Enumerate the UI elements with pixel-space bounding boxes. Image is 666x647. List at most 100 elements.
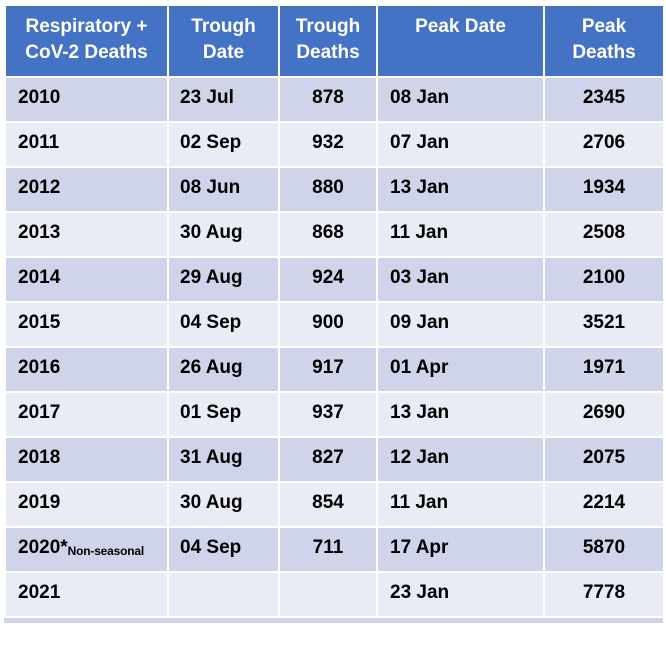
year-cell: 2012 <box>4 166 169 213</box>
year-cell: 2015 <box>4 301 169 348</box>
table-row: 2010 23 Jul 878 08 Jan 2345 <box>4 76 665 123</box>
table-row: 2013 30 Aug 868 11 Jan 2508 <box>4 211 665 258</box>
peak-date-cell: 03 Jan <box>376 256 545 303</box>
peak-date-cell: 11 Jan <box>376 211 545 258</box>
trough-date-cell <box>167 571 280 618</box>
trough-deaths-cell: 917 <box>278 346 378 393</box>
year-value: 2021 <box>18 582 61 603</box>
header-line: Respiratory + <box>25 16 148 37</box>
peak-deaths-cell: 2508 <box>543 211 665 258</box>
trough-date-cell: 23 Jul <box>167 76 280 123</box>
year-cell: 2020*Non-seasonal <box>4 526 169 573</box>
header-line: Date <box>202 42 245 63</box>
peak-date-cell: 07 Jan <box>376 121 545 168</box>
year-value: 2011 <box>18 132 60 153</box>
trough-date-cell: 31 Aug <box>167 436 280 483</box>
table-row: 2018 31 Aug 827 12 Jan 2075 <box>4 436 665 483</box>
peak-deaths-cell: 1934 <box>543 166 665 213</box>
trough-date-cell: 01 Sep <box>167 391 280 438</box>
trough-date-cell: 08 Jun <box>167 166 280 213</box>
header-line: CoV-2 Deaths <box>25 42 148 63</box>
table-row: 2017 01 Sep 937 13 Jan 2690 <box>4 391 665 438</box>
peak-date-cell: 17 Apr <box>376 526 545 573</box>
peak-date-cell: 13 Jan <box>376 391 545 438</box>
trough-date-cell: 30 Aug <box>167 481 280 528</box>
year-value: 2010 <box>18 87 61 108</box>
year-note: Non-seasonal <box>67 544 144 558</box>
table-row: 2021 23 Jan 7778 <box>4 571 665 618</box>
deaths-table-container: Respiratory + CoV-2 Deaths Trough Date T… <box>4 4 665 618</box>
header-line: Trough <box>191 16 256 37</box>
trough-date-cell: 04 Sep <box>167 301 280 348</box>
peak-deaths-cell: 2345 <box>543 76 665 123</box>
peak-deaths-cell: 7778 <box>543 571 665 618</box>
year-cell: 2014 <box>4 256 169 303</box>
year-value: 2016 <box>18 357 61 378</box>
peak-date-cell: 08 Jan <box>376 76 545 123</box>
peak-deaths-cell: 2075 <box>543 436 665 483</box>
year-value: 2015 <box>18 312 61 333</box>
year-value: 2019 <box>18 492 61 513</box>
trough-deaths-cell: 924 <box>278 256 378 303</box>
year-cell: 2011 <box>4 121 169 168</box>
peak-date-cell: 01 Apr <box>376 346 545 393</box>
table-row: 2012 08 Jun 880 13 Jan 1934 <box>4 166 665 213</box>
year-cell: 2019 <box>4 481 169 528</box>
table-row: 2020*Non-seasonal 04 Sep 711 17 Apr 5870 <box>4 526 665 573</box>
trough-deaths-cell: 932 <box>278 121 378 168</box>
trough-date-cell: 02 Sep <box>167 121 280 168</box>
year-cell: 2013 <box>4 211 169 258</box>
header-peak-deaths: Peak Deaths <box>543 4 665 78</box>
peak-deaths-cell: 1971 <box>543 346 665 393</box>
header-line: Peak <box>581 16 627 37</box>
peak-deaths-cell: 3521 <box>543 301 665 348</box>
table-header: Respiratory + CoV-2 Deaths Trough Date T… <box>4 4 665 78</box>
trough-deaths-cell: 827 <box>278 436 378 483</box>
peak-date-cell: 12 Jan <box>376 436 545 483</box>
year-value: 2018 <box>18 447 61 468</box>
peak-date-cell: 09 Jan <box>376 301 545 348</box>
year-cell: 2021 <box>4 571 169 618</box>
header-peak-date: Peak Date <box>376 4 545 78</box>
peak-deaths-cell: 5870 <box>543 526 665 573</box>
trough-date-cell: 29 Aug <box>167 256 280 303</box>
respiratory-deaths-table: Respiratory + CoV-2 Deaths Trough Date T… <box>4 4 665 618</box>
header-line: Deaths <box>572 42 636 63</box>
trough-deaths-cell <box>278 571 378 618</box>
peak-deaths-cell: 2706 <box>543 121 665 168</box>
header-line: Deaths <box>296 42 360 63</box>
header-trough-deaths: Trough Deaths <box>278 4 378 78</box>
year-value: 2012 <box>18 177 61 198</box>
trough-deaths-cell: 868 <box>278 211 378 258</box>
year-value: 2020* <box>18 537 68 558</box>
year-value: 2014 <box>18 267 61 288</box>
trough-deaths-cell: 937 <box>278 391 378 438</box>
year-cell: 2016 <box>4 346 169 393</box>
table-row: 2011 02 Sep 932 07 Jan 2706 <box>4 121 665 168</box>
year-value: 2017 <box>18 402 61 423</box>
year-value: 2013 <box>18 222 61 243</box>
trough-deaths-cell: 900 <box>278 301 378 348</box>
year-cell: 2010 <box>4 76 169 123</box>
header-row: Respiratory + CoV-2 Deaths Trough Date T… <box>4 4 665 78</box>
trough-date-cell: 26 Aug <box>167 346 280 393</box>
peak-date-cell: 13 Jan <box>376 166 545 213</box>
table-row: 2014 29 Aug 924 03 Jan 2100 <box>4 256 665 303</box>
header-respiratory-cov2-deaths: Respiratory + CoV-2 Deaths <box>4 4 169 78</box>
peak-date-cell: 11 Jan <box>376 481 545 528</box>
header-line: Trough <box>295 16 361 37</box>
cutoff-row-band <box>4 618 663 623</box>
year-cell: 2017 <box>4 391 169 438</box>
header-trough-date: Trough Date <box>167 4 280 78</box>
trough-deaths-cell: 711 <box>278 526 378 573</box>
trough-date-cell: 04 Sep <box>167 526 280 573</box>
peak-date-cell: 23 Jan <box>376 571 545 618</box>
table-row: 2015 04 Sep 900 09 Jan 3521 <box>4 301 665 348</box>
year-cell: 2018 <box>4 436 169 483</box>
header-line: Peak Date <box>415 16 506 37</box>
table-row: 2019 30 Aug 854 11 Jan 2214 <box>4 481 665 528</box>
table-body: 2010 23 Jul 878 08 Jan 2345 2011 02 Sep … <box>4 76 665 618</box>
trough-date-cell: 30 Aug <box>167 211 280 258</box>
peak-deaths-cell: 2690 <box>543 391 665 438</box>
peak-deaths-cell: 2214 <box>543 481 665 528</box>
